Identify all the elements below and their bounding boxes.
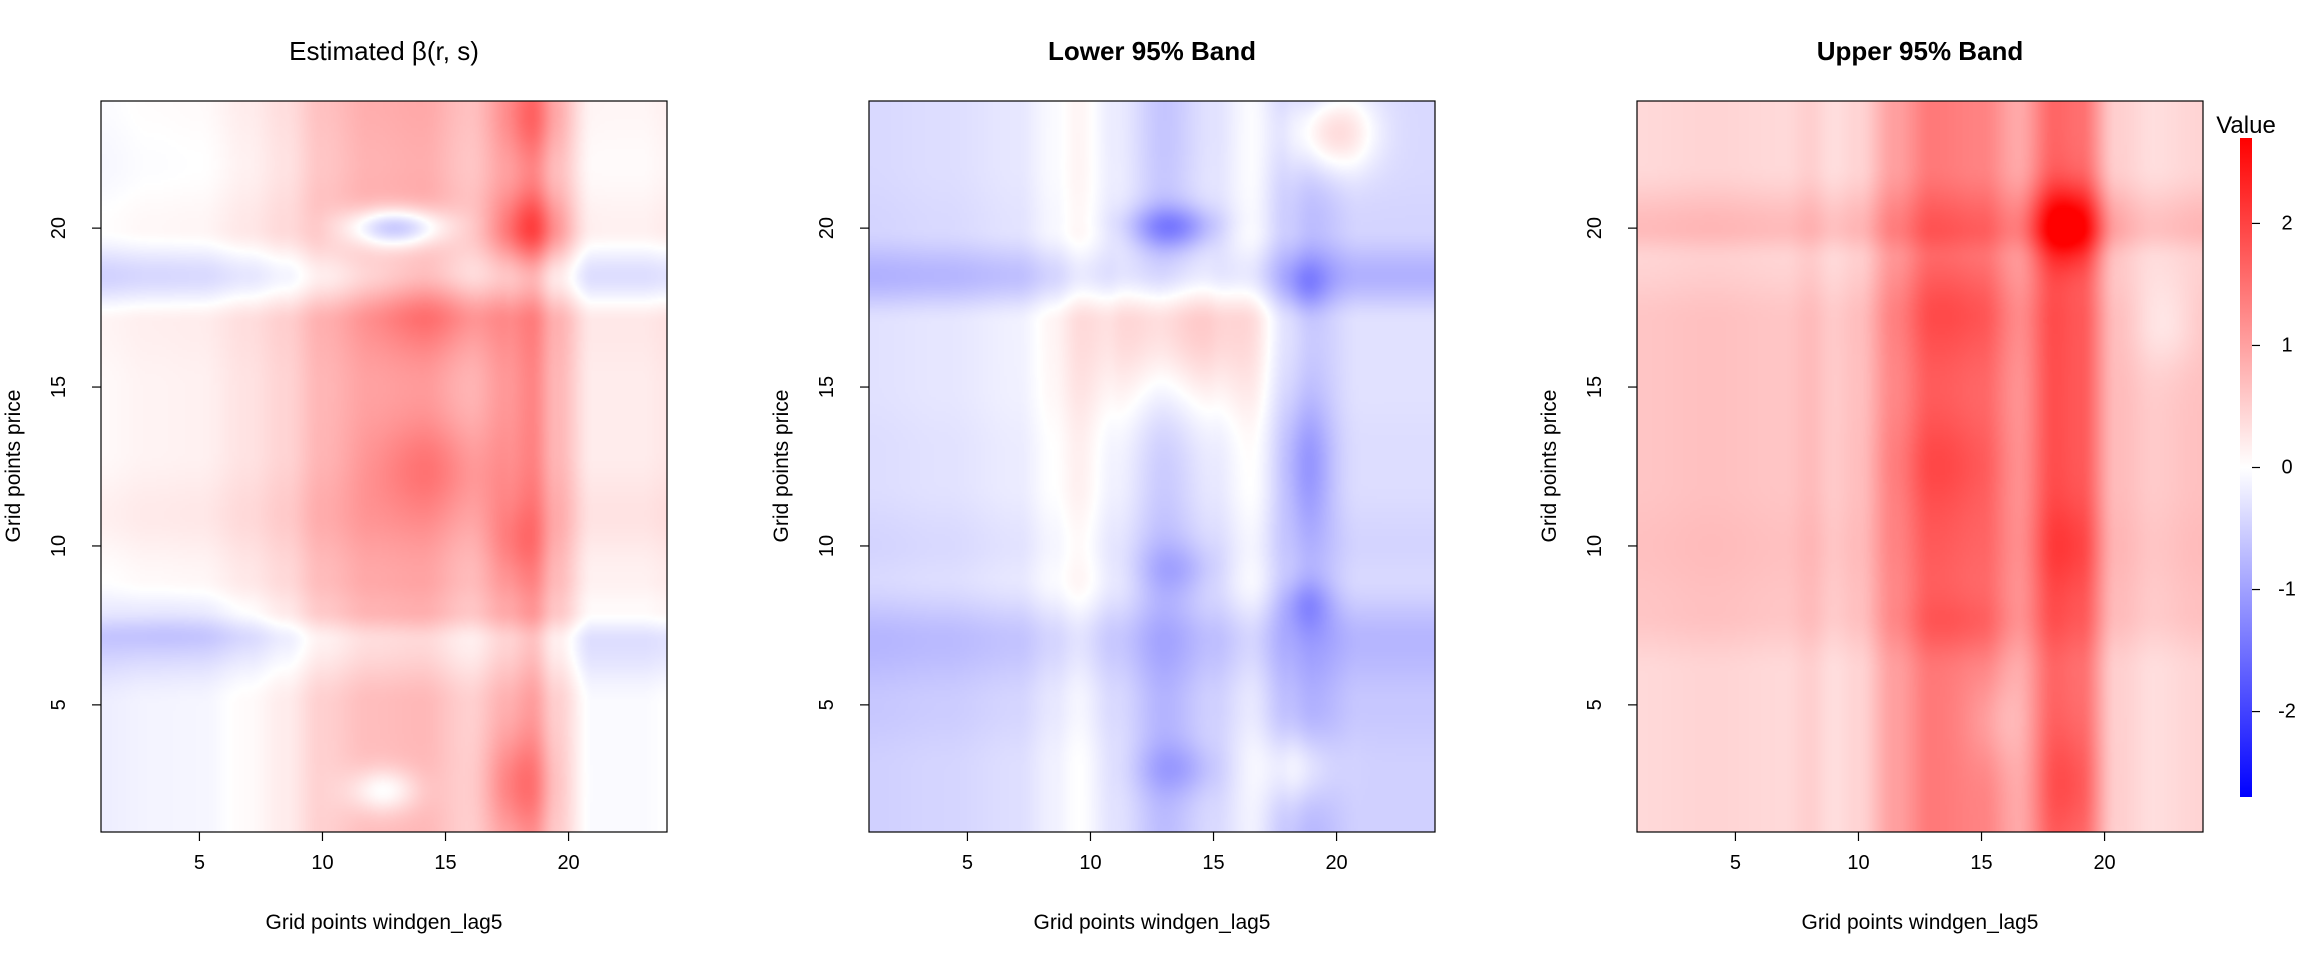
legend-tick-label: -1 — [2278, 579, 2296, 601]
x-axis-2: 5 10 15 20 — [962, 832, 1348, 874]
x-tick-label: 15 — [434, 852, 456, 874]
y-tick-label: 10 — [816, 535, 838, 557]
legend-title: Value — [2216, 112, 2276, 139]
panel-title-3: Upper 95% Band — [1817, 36, 2024, 66]
x-tick-label: 20 — [2093, 852, 2115, 874]
y-tick-label: 20 — [48, 217, 70, 239]
panel-lower-band: Lower 95% Band 5 10 15 20 5 10 15 20 Grid poin… — [770, 36, 1436, 934]
x-tick-label: 15 — [1970, 852, 1992, 874]
y-tick-label: 5 — [1584, 699, 1606, 710]
y-tick-label: 5 — [816, 699, 838, 710]
x-tick-label: 10 — [311, 852, 333, 874]
plot-frame-3 — [1636, 100, 2204, 833]
y-axis-label-2: Grid points price — [770, 390, 793, 543]
legend-tick-label: 0 — [2281, 457, 2292, 479]
y-tick-label: 15 — [48, 376, 70, 398]
x-tick-label: 20 — [1325, 852, 1347, 874]
y-tick-label: 10 — [48, 535, 70, 557]
panel-title-1: Estimated β(r, s) — [289, 36, 479, 66]
y-axis-1: 5 10 15 20 — [48, 217, 101, 710]
x-tick-label: 15 — [1202, 852, 1224, 874]
panel-estimated-beta: Estimated β(r, s) 5 10 15 20 5 10 15 20 Grid p… — [2, 36, 668, 934]
x-axis-1: 5 10 15 20 — [194, 832, 580, 874]
y-tick-label: 20 — [1584, 217, 1606, 239]
x-tick-label: 10 — [1847, 852, 1869, 874]
x-tick-label: 5 — [962, 852, 973, 874]
legend-ticks: -2 -1 0 1 2 — [2252, 212, 2296, 723]
y-axis-3: 5 10 15 20 — [1584, 217, 1637, 710]
y-tick-label: 5 — [48, 699, 70, 710]
x-axis-label-3: Grid points windgen_lag5 — [1802, 911, 2039, 934]
x-tick-label: 5 — [194, 852, 205, 874]
y-axis-label-3: Grid points price — [1538, 390, 1561, 543]
legend-tick-label: -2 — [2278, 701, 2296, 723]
x-tick-label: 5 — [1730, 852, 1741, 874]
color-legend: Value -2 -1 0 1 2 — [2216, 112, 2296, 797]
y-tick-label: 15 — [1584, 376, 1606, 398]
x-axis-label-2: Grid points windgen_lag5 — [1034, 911, 1271, 934]
legend-tick-label: 1 — [2281, 334, 2292, 356]
y-tick-label: 20 — [816, 217, 838, 239]
x-tick-label: 10 — [1079, 852, 1101, 874]
panel-upper-band: Upper 95% Band 5 10 15 20 5 10 15 20 Grid poin… — [1538, 36, 2204, 934]
x-axis-label-1: Grid points windgen_lag5 — [266, 911, 503, 934]
plot-frame-1 — [100, 100, 668, 833]
x-axis-3: 5 10 15 20 — [1730, 832, 2116, 874]
legend-color-bar — [2240, 138, 2252, 797]
x-tick-label: 20 — [557, 852, 579, 874]
y-tick-label: 10 — [1584, 535, 1606, 557]
y-axis-2: 5 10 15 20 — [816, 217, 869, 710]
heatmap-image-2 — [869, 101, 1435, 832]
plot-frame-2 — [868, 100, 1436, 833]
heatmap-image-3 — [1637, 101, 2203, 832]
legend-tick-label: 2 — [2281, 212, 2292, 234]
panel-title-2: Lower 95% Band — [1048, 36, 1256, 66]
y-axis-label-1: Grid points price — [2, 390, 25, 543]
heatmap-image-1 — [101, 101, 667, 832]
y-tick-label: 15 — [816, 376, 838, 398]
